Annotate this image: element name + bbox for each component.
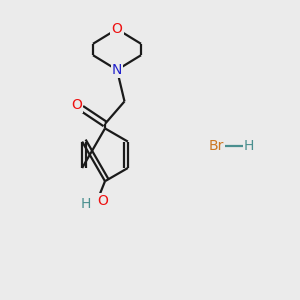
Text: H: H	[80, 197, 91, 211]
Text: O: O	[71, 98, 82, 112]
Text: H: H	[244, 139, 254, 152]
Text: O: O	[97, 194, 108, 208]
Text: O: O	[112, 22, 122, 36]
Text: N: N	[112, 63, 122, 77]
Text: Br: Br	[208, 139, 224, 152]
